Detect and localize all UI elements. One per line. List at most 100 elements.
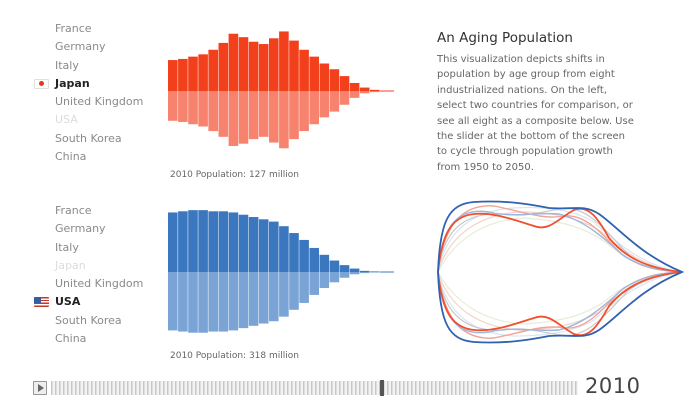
- japan-upper-bar: [228, 33, 239, 91]
- top-country-germany[interactable]: Germany: [55, 38, 165, 56]
- top-country-usa: USA: [55, 111, 165, 129]
- usa-lower-bar: [339, 272, 350, 278]
- usa-upper-bar: [349, 268, 360, 272]
- usa-upper-bar: [218, 211, 229, 272]
- bottom-country-united-kingdom[interactable]: United Kingdom: [55, 275, 165, 293]
- usa-lower-bar: [208, 272, 218, 332]
- composite-chart-svg: [437, 200, 685, 344]
- japan-lower-bar: [339, 91, 350, 105]
- usa-lower-bar: [349, 272, 360, 275]
- year-slider[interactable]: [51, 380, 578, 396]
- japan-lower-bar: [188, 91, 198, 125]
- usa-upper-bar: [329, 260, 340, 272]
- usa-upper-bar: [309, 247, 319, 272]
- top-country-united-kingdom[interactable]: United Kingdom: [55, 93, 165, 111]
- japan-lower-bar: [329, 91, 340, 112]
- usa-lower-bar: [178, 272, 188, 332]
- japan-lower-bar: [178, 91, 188, 122]
- japan-upper-bar: [299, 49, 309, 91]
- japan-upper-bar: [349, 82, 360, 91]
- japan-lower-bar: [269, 91, 279, 143]
- usa-upper-bar: [258, 219, 269, 272]
- top-country-italy[interactable]: Italy: [55, 57, 165, 75]
- usa-lower-bar: [329, 272, 340, 283]
- info-description: This visualization depicts shifts in pop…: [437, 54, 634, 173]
- japan-upper-bar: [279, 31, 289, 91]
- japan-lower-bar: [319, 91, 330, 118]
- usa-pyramid-chart: [168, 210, 394, 333]
- usa-flag-icon: [34, 297, 49, 308]
- usa-upper-bar: [299, 239, 309, 272]
- composite-line-light-2: [437, 211, 683, 331]
- usa-lower-bar: [359, 272, 370, 274]
- bottom-country-south-korea[interactable]: South Korea: [55, 312, 165, 330]
- top-country-south-korea[interactable]: South Korea: [55, 130, 165, 148]
- japan-upper-bar: [168, 60, 178, 91]
- top-country-china[interactable]: China: [55, 148, 165, 166]
- country-label: France: [55, 204, 92, 217]
- japan-population-pyramid: [168, 26, 398, 156]
- usa-lower-bar: [188, 272, 198, 333]
- usa-upper-bar: [238, 214, 249, 272]
- country-label: USA: [55, 113, 78, 127]
- japan-upper-bar: [329, 69, 340, 91]
- japan-upper-bar: [359, 87, 370, 91]
- usa-upper-bar: [370, 271, 380, 272]
- usa-upper-bar: [248, 217, 259, 272]
- japan-upper-bar: [309, 56, 319, 91]
- japan-lower-bar: [289, 91, 299, 140]
- country-label: France: [55, 22, 92, 35]
- country-label: China: [55, 150, 87, 164]
- japan-upper-bar: [208, 49, 218, 91]
- country-label: South Korea: [55, 313, 122, 327]
- country-label: South Korea: [55, 131, 122, 145]
- japan-lower-bar: [258, 91, 269, 137]
- usa-upper-bar: [228, 212, 239, 272]
- play-button[interactable]: [33, 381, 47, 395]
- japan-lower-bar: [248, 91, 259, 140]
- japan-lower-bar: [228, 91, 239, 146]
- usa-upper-bar: [178, 211, 188, 272]
- bottom-population-label: 2010 Population: 318 million: [170, 351, 299, 361]
- top-country-japan[interactable]: Japan: [34, 75, 165, 93]
- bottom-country-italy[interactable]: Italy: [55, 239, 165, 257]
- usa-lower-bar: [258, 272, 269, 324]
- japan-lower-bar: [168, 91, 178, 121]
- bottom-country-china[interactable]: China: [55, 330, 165, 348]
- usa-lower-bar: [228, 272, 239, 331]
- japan-lower-bar: [349, 91, 360, 98]
- usa-lower-bar: [289, 272, 299, 310]
- japan-upper-bar: [218, 42, 229, 91]
- japan-pyramid-chart: [168, 31, 394, 149]
- composite-line-japan: [437, 207, 683, 337]
- japan-upper-bar: [258, 44, 269, 91]
- bottom-country-germany[interactable]: Germany: [55, 220, 165, 238]
- usa-upper-bar: [289, 233, 299, 272]
- country-label: United Kingdom: [55, 277, 144, 291]
- info-title: An Aging Population: [437, 30, 573, 46]
- usa-upper-bar: [188, 210, 198, 272]
- top-country-france[interactable]: France: [55, 20, 165, 38]
- japan-lower-bar: [279, 91, 289, 149]
- japan-upper-bar: [178, 58, 188, 91]
- country-label: Italy: [55, 240, 79, 254]
- bottom-country-usa[interactable]: USA: [34, 293, 165, 311]
- top-country-list: France Germany Italy Japan United Kingdom USA…: [34, 20, 165, 166]
- bottom-country-japan: Japan: [55, 257, 165, 275]
- composite-line-light-3: [437, 206, 683, 337]
- composite-line-usa: [437, 200, 685, 344]
- japan-lower-bar: [218, 91, 229, 137]
- country-label: Japan: [55, 258, 86, 272]
- japan-upper-bar: [339, 76, 350, 91]
- japan-upper-bar: [269, 38, 279, 91]
- composite-chart: [434, 190, 686, 350]
- year-slider-handle[interactable]: [380, 380, 385, 396]
- usa-population-pyramid: [168, 207, 398, 337]
- japan-lower-bar: [208, 91, 218, 132]
- country-label: United Kingdom: [55, 95, 144, 109]
- bottom-country-france[interactable]: France: [55, 202, 165, 220]
- composite-line-light-blue: [437, 210, 683, 334]
- composite-line-gray: [437, 207, 683, 337]
- country-label: USA: [55, 295, 81, 309]
- japan-lower-bar: [238, 91, 249, 144]
